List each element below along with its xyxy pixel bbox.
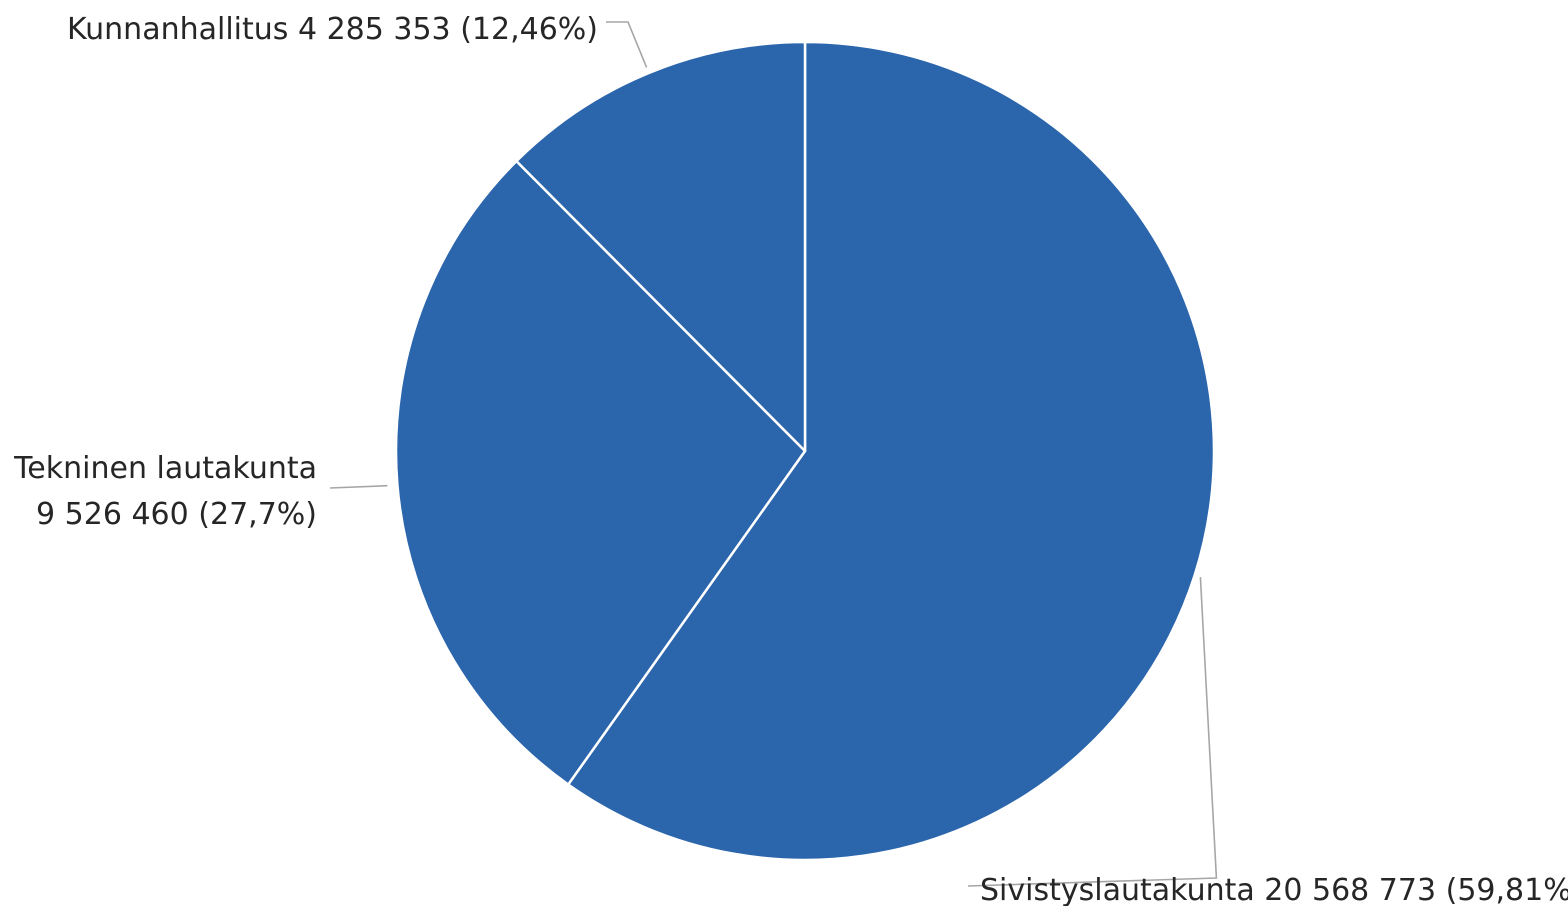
data-label-tekninen-lautakunta: Tekninen lautakunta 9 526 460 (27,7%): [13, 451, 317, 532]
pie-slice-tekninen-lautakunta: [394, 159, 807, 786]
data-label-sivistyslautakunta: Sivistyslautakunta 20 568 773 (59,81%): [980, 873, 1568, 906]
leader-lines: [329, 21, 1218, 887]
data-label-kunnanhallitus: Kunnanhallitus 4 285 353 (12,46%): [67, 12, 598, 47]
leader-line-kunnanhallitus: [606, 21, 648, 68]
data-labels: Sivistyslautakunta 20 568 773 (59,81%) T…: [13, 12, 1568, 906]
leader-line-sivistyslautakunta: [967, 577, 1218, 887]
pie-slice-kunnanhallitus: [515, 40, 807, 453]
pie-slice-sivistyslautakunta: [566, 40, 1216, 862]
leader-line-tekninen-lautakunta: [329, 484, 388, 489]
pie-slices: [394, 40, 1216, 862]
